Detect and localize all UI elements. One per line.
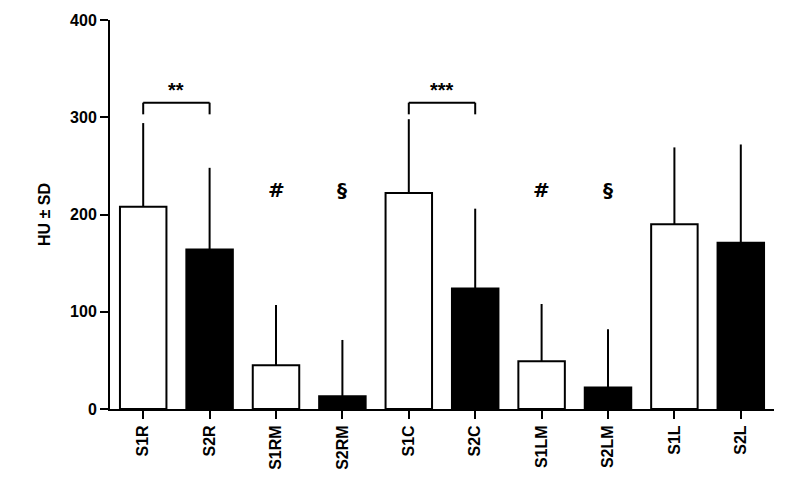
svg-text:S2L: S2L [732, 425, 749, 455]
svg-text:HU ± SD: HU ± SD [36, 183, 53, 246]
svg-text:S2C: S2C [466, 425, 483, 457]
svg-text:300: 300 [70, 109, 97, 126]
svg-text:S1LM: S1LM [533, 425, 550, 468]
svg-text:S2R: S2R [201, 425, 218, 457]
svg-text:#: # [533, 178, 550, 202]
svg-text:**: ** [168, 79, 184, 101]
svg-text:#: # [268, 178, 285, 202]
svg-text:S1RM: S1RM [267, 425, 284, 469]
svg-text:200: 200 [70, 206, 97, 223]
svg-text:100: 100 [70, 303, 97, 320]
svg-text:400: 400 [70, 12, 97, 29]
svg-text:S2RM: S2RM [334, 425, 351, 469]
svg-text:***: *** [430, 79, 454, 101]
svg-text:0: 0 [88, 401, 97, 418]
svg-text:§: § [337, 178, 347, 202]
svg-text:S2LM: S2LM [599, 425, 616, 468]
svg-text:§: § [603, 178, 613, 202]
svg-text:S1C: S1C [400, 425, 417, 457]
svg-text:S1R: S1R [134, 425, 151, 457]
svg-text:S1L: S1L [666, 425, 683, 455]
